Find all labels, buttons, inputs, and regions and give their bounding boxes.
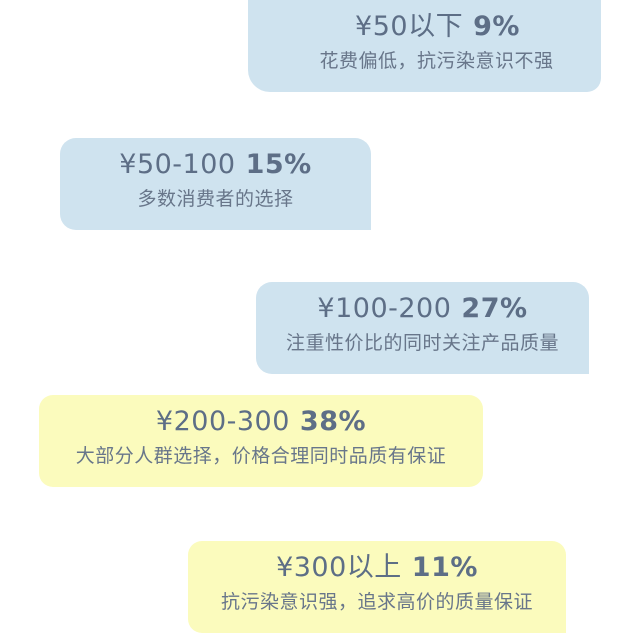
price-tier-card: ¥200-300 38% 大部分人群选择，价格合理同时品质有保证 — [39, 395, 483, 487]
price-range: ¥300以上 — [276, 552, 402, 583]
price-line: ¥50-100 15% — [60, 147, 371, 183]
percent-value: 11% — [411, 552, 478, 583]
price-line: ¥50以下 9% — [274, 9, 601, 45]
percent-value: 38% — [299, 406, 367, 437]
price-tier-card: ¥50-100 15% 多数消费者的选择 — [60, 138, 371, 230]
price-tier-card: ¥50以下 9% 花费偏低，抗污染意识不强 — [248, 0, 601, 92]
percent-value: 27% — [461, 293, 528, 324]
tier-description: 花费偏低，抗污染意识不强 — [319, 50, 554, 72]
price-line: ¥100-200 27% — [256, 291, 589, 327]
price-tier-card: ¥300以上 11% 抗污染意识强，追求高价的质量保证 — [188, 541, 566, 633]
tier-description: 抗污染意识强，追求高价的质量保证 — [220, 591, 533, 613]
price-range: ¥50以下 — [355, 11, 464, 42]
tier-description: 注重性价比的同时关注产品质量 — [285, 332, 559, 354]
price-line: ¥300以上 11% — [188, 550, 566, 586]
percent-value: 9% — [473, 11, 520, 42]
tier-description: 大部分人群选择，价格合理同时品质有保证 — [75, 445, 447, 467]
price-tier-card: ¥100-200 27% 注重性价比的同时关注产品质量 — [256, 282, 589, 374]
tier-description: 多数消费者的选择 — [137, 188, 294, 210]
price-range: ¥50-100 — [119, 149, 236, 180]
price-range: ¥200-300 — [155, 406, 290, 437]
price-range: ¥100-200 — [317, 293, 452, 324]
percent-value: 15% — [245, 149, 312, 180]
price-line: ¥200-300 38% — [39, 404, 483, 440]
